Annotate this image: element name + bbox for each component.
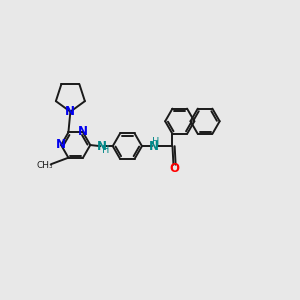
Text: O: O [169, 162, 179, 175]
Text: N: N [149, 140, 159, 153]
Text: H: H [102, 145, 109, 155]
Text: H: H [152, 137, 160, 147]
Text: N: N [97, 140, 107, 153]
Text: N: N [56, 138, 66, 151]
Text: N: N [78, 125, 88, 138]
Text: N: N [65, 105, 75, 118]
Text: CH₃: CH₃ [37, 161, 53, 170]
